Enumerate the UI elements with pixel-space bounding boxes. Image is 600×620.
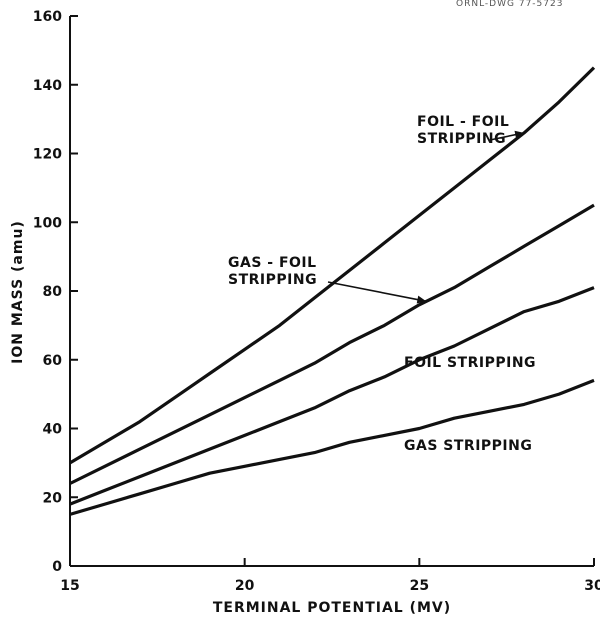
annotation-4: GAS STRIPPING [404, 438, 532, 454]
annotation-text: STRIPPING [228, 272, 317, 288]
annotation-3: FOIL STRIPPING [404, 355, 536, 371]
plot-area [69, 16, 594, 567]
y-axis-label: ION MASS (amu) [10, 220, 26, 364]
y-tick-label: 120 [33, 147, 62, 163]
series-lines [69, 66, 596, 516]
series-line-2 [69, 203, 595, 485]
corner-note: ORNL-DWG 77-5723 [456, 0, 563, 9]
annotation-text: FOIL STRIPPING [404, 355, 536, 371]
y-tick-label: 160 [33, 9, 62, 25]
series-line-4 [69, 378, 595, 516]
annotation-text: STRIPPING [417, 131, 506, 147]
series-line-3 [69, 286, 595, 506]
annotation-arrow-line [327, 281, 427, 303]
x-tick-label: 30 [584, 578, 600, 594]
x-tick-label: 20 [235, 578, 255, 594]
y-tick-label: 140 [33, 78, 62, 94]
annotation-text: GAS - FOIL [228, 255, 317, 271]
x-tick-label: 15 [60, 578, 79, 594]
annotation-arrow-head [416, 295, 427, 304]
y-tick-label: 80 [43, 284, 63, 300]
x-axis-label: TERMINAL POTENTIAL (MV) [213, 600, 451, 616]
y-tick-label: 20 [43, 490, 63, 506]
ticks: 0 20 40 60 80 100 120 140 160 15 20 25 30 [33, 9, 600, 594]
annotation-arrow-head [514, 130, 525, 139]
annotation-text: FOIL - FOIL [417, 114, 509, 130]
x-tick-label: 25 [410, 578, 429, 594]
y-tick-label: 100 [33, 215, 62, 231]
y-tick-label: 60 [43, 353, 63, 369]
annotation-text: GAS STRIPPING [404, 438, 532, 454]
y-tick-label: 40 [43, 422, 63, 438]
y-tick-label: 0 [52, 559, 62, 575]
series-line-1 [69, 66, 596, 465]
